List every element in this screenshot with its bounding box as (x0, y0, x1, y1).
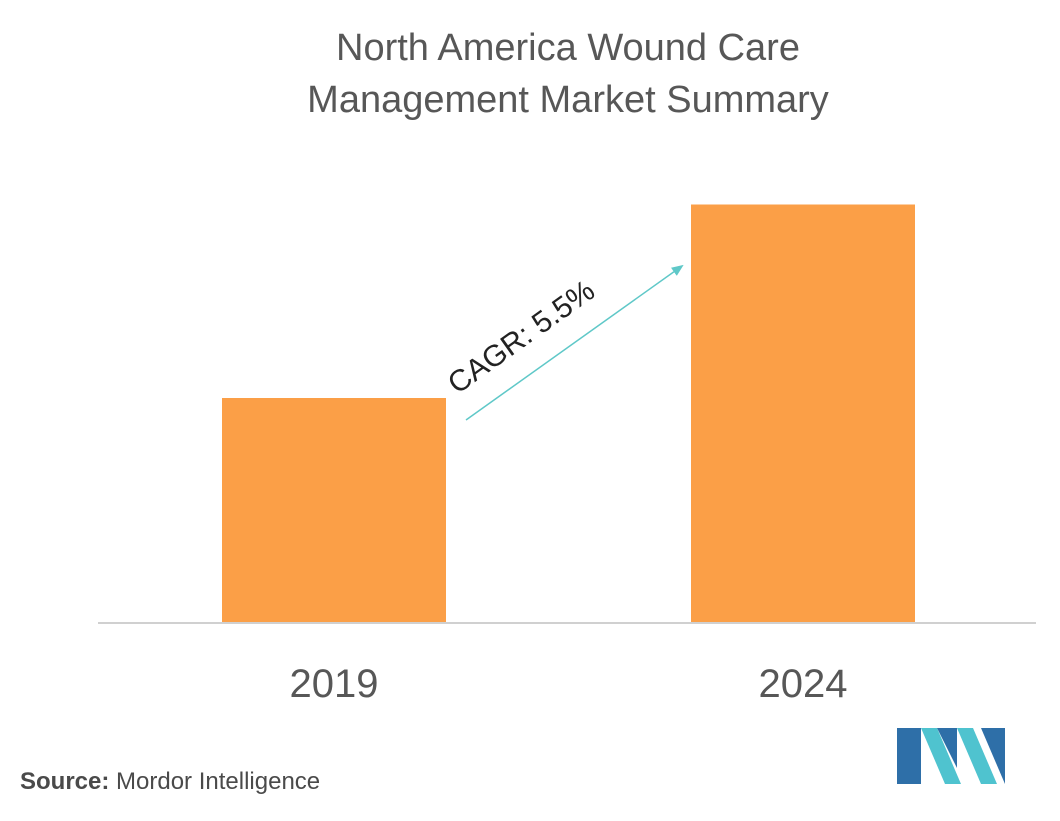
bar-2024 (691, 204, 915, 623)
chart-title-line-2: Management Market Summary (307, 79, 829, 121)
x-tick-label-2019: 2019 (290, 662, 379, 706)
x-tick-labels: 2019 2024 (290, 662, 848, 706)
x-tick-label-2024: 2024 (759, 662, 848, 706)
bar-2019 (222, 398, 446, 623)
source-label: Source: (20, 768, 110, 795)
cagr-arrow (465, 264, 684, 421)
source-note: Source: Mordor Intelligence (20, 768, 320, 796)
bars-group (222, 204, 915, 623)
cagr-annotation: CAGR: 5.5% (442, 264, 684, 421)
source-text: Mordor Intelligence (116, 768, 321, 795)
mordor-intelligence-logo-icon (897, 728, 1005, 784)
chart-title-line-1: North America Wound Care (336, 27, 800, 69)
cagr-label: CAGR: 5.5% (442, 274, 601, 401)
chart-title: North America Wound Care Management Mark… (0, 22, 1060, 126)
